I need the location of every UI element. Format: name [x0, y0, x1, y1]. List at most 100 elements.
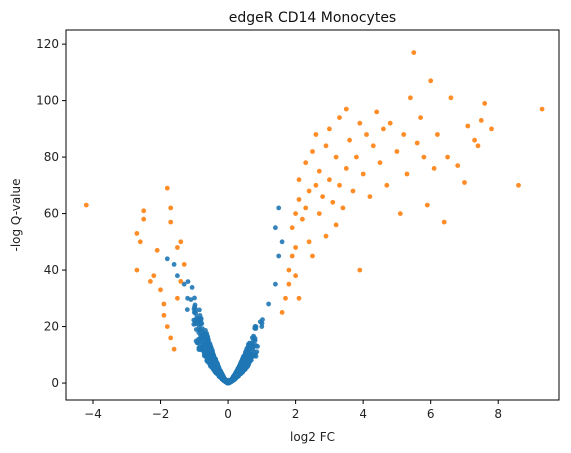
nonsignificant-point: [184, 307, 190, 312]
nonsignificant-point: [205, 346, 211, 352]
significant-point: [441, 219, 447, 225]
nonsignificant-point: [276, 205, 282, 211]
x-axis-ticks: −4 −2 0 2 4 6 8: [84, 400, 502, 421]
significant-point: [377, 160, 383, 166]
significant-point: [293, 245, 298, 250]
significant-point: [283, 295, 288, 301]
significant-point: [293, 211, 298, 217]
significant-point: [337, 115, 342, 120]
nonsignificant-point: [192, 295, 197, 301]
significant-point: [289, 253, 295, 259]
significant-point: [168, 335, 174, 341]
significant-point: [431, 166, 437, 171]
nonsignificant-point: [279, 239, 285, 245]
significant-point: [137, 239, 143, 245]
significant-point: [414, 140, 420, 146]
significant-point: [418, 115, 423, 120]
significant-point: [397, 211, 403, 217]
significant-point: [357, 267, 363, 273]
significant-point: [296, 177, 302, 183]
significant-point: [141, 216, 147, 222]
y-tick-label: 0: [51, 376, 59, 390]
significant-point: [306, 188, 312, 194]
significant-point: [175, 295, 180, 301]
significant-point: [435, 132, 440, 137]
significant-point: [472, 137, 477, 143]
significant-point: [300, 216, 305, 222]
significant-point: [330, 199, 336, 205]
y-tick-label: 80: [44, 150, 59, 164]
significant-point: [154, 247, 160, 253]
significant-point: [171, 346, 177, 352]
significant-point: [161, 301, 167, 307]
nonsignificant-point: [205, 334, 211, 340]
significant-point: [313, 132, 319, 137]
significant-point: [83, 202, 89, 208]
nonsignificant-point: [255, 344, 260, 349]
nonsignificant-point: [195, 318, 201, 324]
significant-point: [134, 267, 140, 273]
significant-point: [161, 312, 167, 318]
significant-point: [306, 239, 312, 245]
significant-point: [303, 160, 309, 166]
nonsignificant-point: [215, 366, 221, 372]
significant-point: [323, 143, 329, 149]
nonsignificant-point: [225, 377, 231, 383]
x-tick-label: 6: [427, 407, 435, 421]
nonsignificant-point: [181, 281, 187, 287]
significant-point: [428, 78, 434, 84]
significant-point: [384, 182, 390, 188]
nonsignificant-point: [198, 329, 204, 335]
nonsignificant-point: [252, 338, 258, 344]
significant-point: [350, 188, 356, 194]
x-tick-label: 8: [494, 407, 502, 421]
significant-point: [333, 222, 339, 228]
significant-point: [357, 120, 363, 126]
nonsignificant-point: [276, 253, 282, 259]
significant-point: [394, 149, 400, 154]
significant-point: [364, 132, 369, 137]
nonsignificant-point: [189, 285, 195, 290]
y-tick-label: 120: [36, 37, 59, 51]
significant-point: [181, 262, 187, 267]
nonsignificant-point: [273, 281, 278, 287]
nonsignificant-point: [204, 358, 210, 363]
nonsignificant-point: [244, 360, 250, 366]
x-axis-label: log2 FC: [290, 430, 335, 444]
significant-point: [370, 143, 376, 149]
significant-point: [158, 287, 163, 293]
significant-point: [539, 106, 545, 112]
x-tick-label: 0: [224, 407, 232, 421]
significant-point: [475, 143, 481, 149]
nonsignificant-point: [164, 256, 170, 262]
significant-point: [482, 101, 488, 106]
significant-point: [296, 295, 302, 301]
significant-point: [279, 310, 285, 315]
y-tick-label: 40: [44, 263, 59, 277]
significant-point: [164, 324, 170, 329]
y-axis-ticks: 0 20 40 60 80 100 120: [36, 37, 66, 390]
significant-point: [316, 211, 322, 217]
nonsignificant-point: [212, 360, 218, 366]
significant-point: [367, 194, 373, 200]
significant-point: [168, 205, 174, 211]
nonsignificant-point: [191, 310, 197, 315]
significant-point: [387, 120, 393, 126]
significant-point: [178, 279, 184, 284]
x-tick-label: 4: [359, 407, 367, 421]
significant-point: [151, 273, 157, 279]
significant-point: [465, 123, 471, 129]
significant-point: [489, 126, 494, 132]
significant-point: [381, 126, 386, 132]
significant-point: [516, 182, 521, 188]
significant-point: [421, 154, 427, 160]
nonsignificant-point: [185, 279, 191, 284]
nonsignificant-point: [196, 347, 202, 352]
significant-point: [134, 231, 140, 236]
significant-point: [168, 219, 174, 225]
significant-point: [455, 163, 461, 169]
significant-point: [316, 168, 322, 174]
nonsignificant-point: [207, 351, 213, 356]
significant-point: [404, 171, 410, 177]
